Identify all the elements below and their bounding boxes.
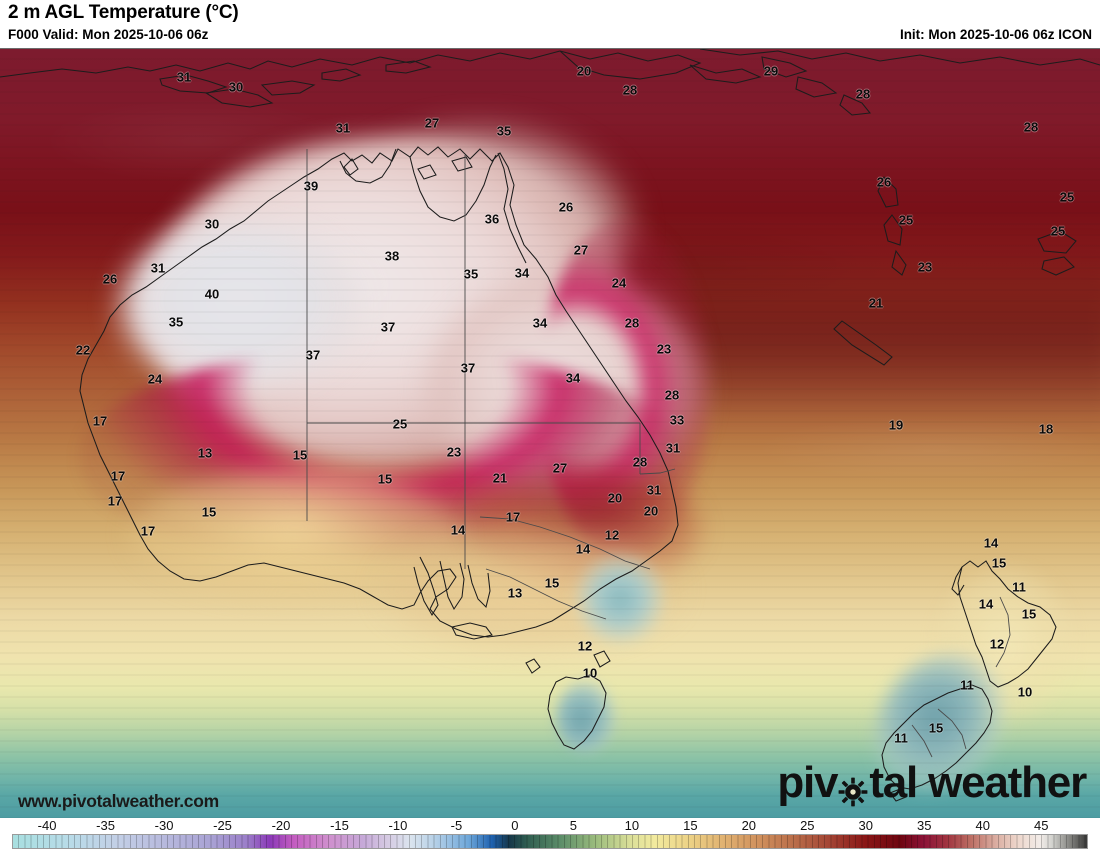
coastline-nz-north-island bbox=[957, 560, 1057, 688]
coastline-vanuatu-1 bbox=[877, 176, 899, 208]
valid-time-label: F000 Valid: Mon 2025-10-06 06z bbox=[8, 27, 209, 42]
colorbar-tick-35: 35 bbox=[917, 818, 932, 833]
colorbar-tick--5: -5 bbox=[450, 818, 463, 833]
colorbar-gradient bbox=[13, 835, 1087, 848]
site-url-watermark: www.pivotalweather.com bbox=[18, 791, 219, 811]
coastline-solomons-1 bbox=[761, 56, 808, 78]
init-time-label: Init: Mon 2025-10-06 06z ICON bbox=[899, 27, 1092, 42]
border-nz-regions-2 bbox=[937, 708, 967, 750]
coastline-gulf-small-2 bbox=[451, 156, 473, 172]
colorbar-tick--25: -25 bbox=[213, 818, 232, 833]
coastline-arnhem bbox=[339, 148, 397, 184]
colorbar-tick-labels: -40 -35 -30 -25 -20 -15 -10 -5 0 5 10 15 20 25 30 35 40 4… bbox=[0, 818, 1100, 834]
contour-band-texture bbox=[0, 49, 1100, 818]
coastline-solomons-3 bbox=[839, 94, 872, 116]
logo-text-right: tal weather bbox=[869, 758, 1087, 807]
logo-text-left: piv bbox=[777, 758, 838, 807]
colorbar-tick-5: 5 bbox=[569, 818, 578, 833]
gear-sun-icon bbox=[838, 771, 868, 807]
coastline-island-a bbox=[321, 68, 362, 82]
colorbar-tick-40: 40 bbox=[975, 818, 990, 833]
coastline-nz-stewart bbox=[889, 788, 907, 802]
colorbar-tick--20: -20 bbox=[271, 818, 291, 833]
border-nsw-qld bbox=[639, 468, 676, 475]
colorbar-tick-25: 25 bbox=[800, 818, 815, 833]
colorbar-tick-20: 20 bbox=[741, 818, 757, 833]
coastline-st-vincent-gulf bbox=[467, 564, 491, 609]
coastline-gulf-small-1 bbox=[417, 164, 437, 180]
coastline-island-b bbox=[385, 60, 432, 74]
coastline-cape-york bbox=[497, 152, 527, 264]
coastline-flinders-island bbox=[593, 650, 611, 668]
coastline-king-island bbox=[525, 658, 541, 674]
coastline-eyre-peninsula bbox=[413, 556, 439, 617]
colorbar-tick--40: -40 bbox=[37, 818, 57, 833]
colorbar-tick--35: -35 bbox=[96, 818, 115, 833]
border-nz-regions-1 bbox=[995, 596, 1011, 668]
border-nsw-vic bbox=[479, 516, 651, 570]
colorbar-tick-45: 45 bbox=[1033, 818, 1049, 833]
colorbar-tick-15: 15 bbox=[683, 818, 698, 833]
colorbar-strip[interactable] bbox=[12, 834, 1088, 849]
coastline-tasmania bbox=[547, 674, 607, 750]
coastline-australia bbox=[79, 146, 679, 638]
coastline-new-guinea bbox=[559, 50, 702, 80]
coastline-solomons-2 bbox=[795, 76, 838, 98]
pivotal-weather-logo: piv bbox=[777, 758, 1087, 807]
coastline-png-north bbox=[699, 49, 1100, 66]
coastline-carpentaria-gulf bbox=[409, 154, 497, 222]
map-header: 2 m AGL Temperature (°C) F000 Valid: Mon… bbox=[0, 0, 1100, 48]
coastline-darwin-inlet bbox=[343, 158, 359, 176]
colorbar[interactable]: -40 -35 -30 -25 -20 -15 -10 -5 0 5 10 15 20 25 30 35 40 4… bbox=[0, 818, 1100, 850]
border-nz-regions-3 bbox=[911, 724, 933, 758]
coastline-timor bbox=[159, 74, 228, 94]
coastline-vanuatu-2 bbox=[883, 214, 903, 246]
coastline-nz-south-island bbox=[881, 684, 993, 790]
colorbar-tick-0: 0 bbox=[511, 818, 519, 833]
coastline-spencer-gulf bbox=[439, 560, 465, 611]
coastline-png-se bbox=[689, 64, 762, 84]
coastline-nz-north-tip bbox=[951, 566, 965, 596]
colorbar-tick-30: 30 bbox=[858, 818, 874, 833]
coastline-flores bbox=[260, 80, 316, 96]
coastline-vanuatu-3 bbox=[891, 249, 907, 276]
coastline-fiji-2 bbox=[1041, 256, 1075, 276]
coastline-new-caledonia bbox=[833, 320, 893, 366]
page-title: 2 m AGL Temperature (°C) bbox=[8, 2, 239, 23]
border-vic-nsw-river bbox=[485, 568, 607, 620]
colorbar-tick--30: -30 bbox=[154, 818, 174, 833]
coastline-kangaroo-island bbox=[451, 622, 493, 640]
colorbar-cell-dividers bbox=[13, 835, 1087, 848]
coastline-indonesia bbox=[0, 50, 561, 78]
coastline-fiji-1 bbox=[1037, 230, 1077, 254]
colorbar-tick-10: 10 bbox=[624, 818, 640, 833]
coastline-sumba bbox=[204, 88, 274, 108]
colorbar-tick--15: -15 bbox=[330, 818, 349, 833]
coastline-overlay bbox=[0, 49, 1100, 802]
colorbar-tick--10: -10 bbox=[388, 818, 408, 833]
temperature-map[interactable]: 31 30 31 27 35 20 28 29 28 28 26 25 25 25 23 21 39 30 36 26… bbox=[0, 48, 1100, 818]
